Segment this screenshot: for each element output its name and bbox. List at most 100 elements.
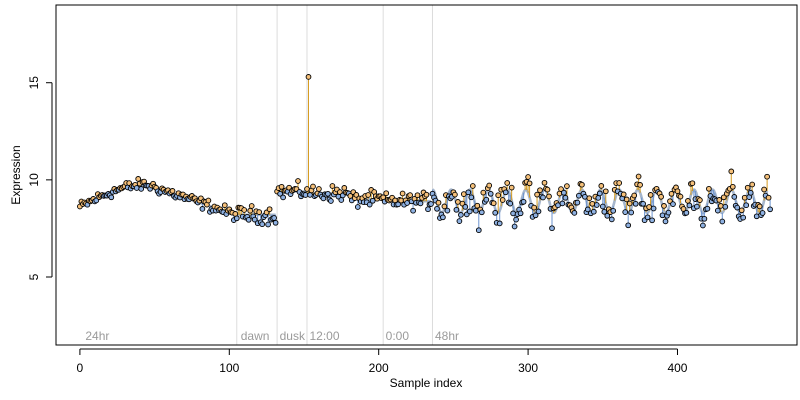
- data-point: [632, 200, 639, 207]
- data-point: [169, 188, 176, 194]
- data-point: [475, 227, 482, 234]
- x-tick-label: 0: [77, 361, 84, 375]
- data-point: [517, 210, 524, 217]
- segment-label-5: 0:00: [386, 329, 410, 343]
- data-point: [441, 203, 448, 210]
- data-point: [265, 221, 271, 228]
- data-point: [647, 192, 654, 198]
- data-point: [410, 207, 416, 214]
- data-point: [353, 192, 360, 198]
- data-point: [305, 74, 312, 80]
- data-point: [626, 200, 633, 207]
- data-point: [271, 215, 277, 221]
- data-point: [108, 194, 115, 201]
- data-point: [596, 190, 603, 197]
- data-point: [749, 181, 756, 188]
- data-point: [504, 180, 511, 186]
- data-point: [598, 183, 605, 189]
- data-point: [564, 183, 570, 189]
- data-point: [601, 208, 608, 215]
- data-point: [328, 198, 334, 204]
- data-point: [561, 189, 567, 196]
- segment-label-2: dawn: [241, 329, 270, 343]
- data-point: [483, 196, 490, 203]
- data-point: [526, 180, 533, 187]
- data-point: [720, 194, 727, 201]
- data-point: [686, 202, 693, 209]
- data-point: [444, 207, 451, 214]
- data-point: [205, 197, 212, 204]
- data-point: [714, 207, 721, 214]
- data-point: [662, 218, 669, 225]
- data-point: [248, 203, 255, 209]
- data-point: [277, 190, 283, 197]
- data-point: [741, 194, 748, 201]
- data-point: [589, 200, 596, 207]
- y-axis-title: Expression: [9, 145, 23, 204]
- y-axis: 5 10 15: [27, 76, 53, 280]
- data-point: [535, 208, 542, 215]
- data-point: [266, 206, 273, 213]
- data-point: [658, 193, 664, 200]
- data-point: [704, 205, 711, 212]
- y-tick-label: 15: [27, 76, 41, 90]
- data-point: [310, 183, 316, 190]
- data-point: [576, 192, 582, 199]
- data-point: [610, 207, 617, 214]
- data-point: [428, 201, 434, 207]
- data-point: [625, 222, 632, 229]
- data-point: [417, 200, 424, 207]
- data-point: [465, 189, 472, 196]
- data-point: [425, 206, 431, 213]
- data-point: [562, 194, 569, 201]
- data-point: [256, 209, 263, 215]
- x-tick-label: 200: [369, 361, 389, 375]
- data-point: [247, 207, 254, 214]
- data-point: [719, 218, 726, 225]
- data-point: [586, 195, 593, 202]
- data-point: [706, 185, 712, 192]
- segment-label-3: dusk: [280, 329, 306, 343]
- data-point: [295, 178, 301, 184]
- data-point: [490, 200, 497, 207]
- data-point: [608, 216, 615, 223]
- data-point: [525, 174, 531, 180]
- data-point: [492, 209, 499, 216]
- data-point: [716, 197, 723, 203]
- data-point: [590, 208, 597, 215]
- data-point: [423, 191, 430, 198]
- data-point: [487, 190, 494, 197]
- data-point: [508, 184, 515, 191]
- data-point: [602, 188, 609, 195]
- x-axis-title: Sample index: [390, 376, 463, 390]
- x-tick-label: 400: [667, 361, 687, 375]
- data-point: [329, 183, 336, 189]
- data-point: [628, 209, 635, 216]
- data-point: [631, 192, 638, 199]
- data-point: [537, 187, 543, 194]
- data-point: [635, 173, 642, 180]
- data-point: [640, 200, 646, 207]
- data-point: [133, 185, 140, 191]
- data-point: [700, 222, 706, 229]
- data-point: [245, 216, 252, 223]
- data-point: [280, 194, 286, 201]
- data-point: [462, 204, 469, 210]
- x-tick-label: 100: [219, 361, 239, 375]
- data-point: [138, 186, 145, 192]
- data-point: [722, 203, 729, 210]
- data-point: [383, 190, 390, 197]
- data-point: [761, 186, 767, 193]
- data-point: [670, 201, 676, 207]
- data-point: [480, 189, 487, 196]
- data-point: [661, 203, 667, 209]
- segment-label-6: 48hr: [435, 329, 459, 343]
- data-point: [731, 194, 738, 200]
- data-point: [511, 223, 518, 230]
- data-point: [458, 212, 464, 218]
- data-point: [510, 210, 516, 217]
- segment-label-1: 24hr: [85, 329, 109, 343]
- data-point: [683, 209, 690, 216]
- data-point: [469, 183, 476, 189]
- data-point: [456, 218, 463, 224]
